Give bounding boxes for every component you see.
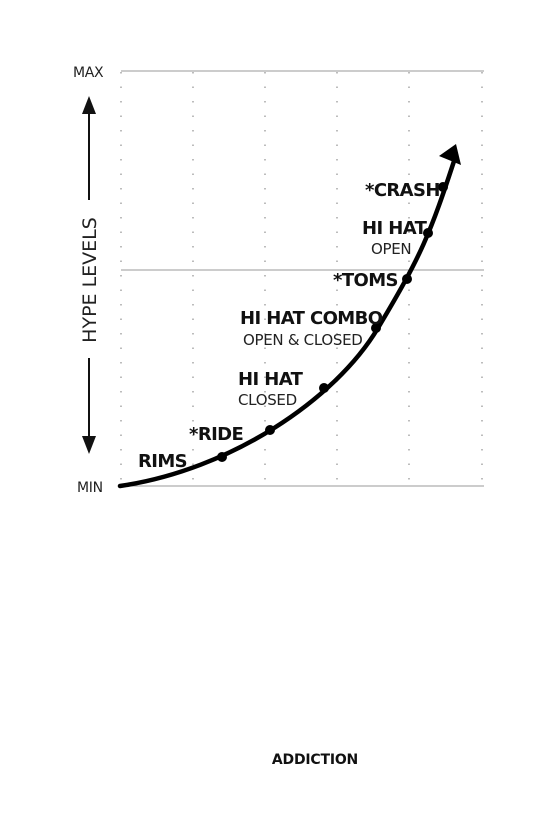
milestone-ride: *RIDE — [189, 424, 243, 445]
milestone-dot — [319, 383, 329, 393]
milestone-rims: RIMS — [138, 451, 187, 472]
milestone-hihat-open-sub: OPEN — [371, 240, 411, 258]
curve-arrowhead-icon — [439, 144, 461, 165]
up-arrow-icon — [82, 96, 96, 200]
milestone-crash: *CRASH — [365, 180, 440, 201]
min-label: MIN — [77, 480, 103, 496]
down-arrow-icon — [82, 358, 96, 454]
y-axis-label: HYPE LEVELS — [79, 217, 101, 343]
vertical-gridlines — [120, 72, 483, 486]
milestone-dot — [265, 425, 275, 435]
milestone-dots — [217, 182, 448, 462]
milestone-dot — [371, 323, 381, 333]
hype-curve — [117, 152, 459, 489]
max-label: MAX — [73, 65, 104, 81]
milestone-dot — [423, 228, 433, 238]
milestone-dot — [438, 182, 448, 192]
milestone-hihat-combo: HI HAT COMBO — [240, 308, 383, 329]
milestone-dot — [402, 274, 412, 284]
milestone-hihat-closed-sub: CLOSED — [238, 391, 297, 409]
milestone-hihat-closed: HI HAT — [238, 369, 304, 390]
milestone-dot — [217, 452, 227, 462]
milestone-hihat-open: HI HAT — [362, 218, 428, 239]
caption: ADDICTION — [271, 752, 359, 768]
milestone-hihat-combo-sub: OPEN & CLOSED — [243, 331, 363, 349]
milestone-toms: *TOMS — [333, 270, 398, 291]
